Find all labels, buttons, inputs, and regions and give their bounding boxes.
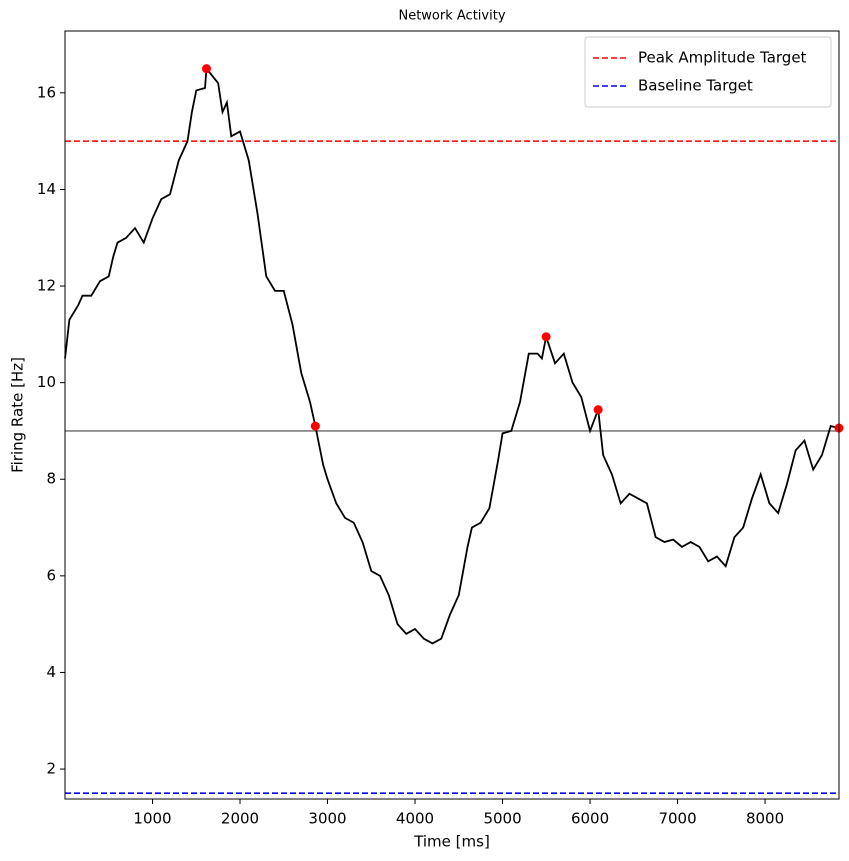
x-tick-label: 3000 <box>308 810 346 828</box>
chart-title: Network Activity <box>398 9 505 24</box>
x-tick-label: 6000 <box>571 810 609 828</box>
peak-marker <box>310 421 320 431</box>
y-tick-label: 2 <box>46 760 56 778</box>
line <box>64 66 840 645</box>
x-tick-label: 1000 <box>133 810 171 828</box>
peak-marker <box>541 332 551 342</box>
x-tick-label: 4000 <box>396 810 434 828</box>
x-axis-label: Time [ms] <box>413 833 490 851</box>
y-tick-label: 16 <box>37 83 56 101</box>
x-tick-label: 7000 <box>658 810 696 828</box>
y-tick-label: 8 <box>46 470 56 488</box>
y-tick-label: 6 <box>46 566 56 584</box>
x-tick-label: 5000 <box>483 810 521 828</box>
legend-box <box>584 36 832 108</box>
y-tick-label: 10 <box>37 373 56 391</box>
y-tick-label: 4 <box>46 663 56 681</box>
x-tick-label: 2000 <box>221 810 259 828</box>
legend-label: Baseline Target <box>638 77 753 95</box>
y-tick-label: 12 <box>37 277 56 295</box>
x-tick-label: 8000 <box>746 810 784 828</box>
y-tick-label: 14 <box>37 180 56 198</box>
plot-frame <box>64 30 840 800</box>
peak-marker <box>593 405 603 415</box>
legend-label: Peak Amplitude Target <box>638 49 807 67</box>
peak-marker <box>201 64 211 74</box>
y-axis-label: Firing Rate [Hz] <box>9 357 27 473</box>
